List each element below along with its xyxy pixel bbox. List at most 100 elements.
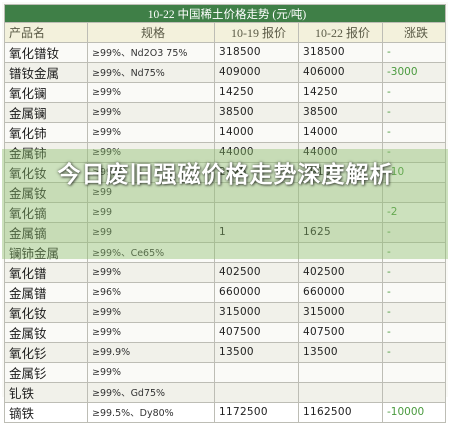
table-row: 钆铁 ≥99%、Gd75% (4, 381, 446, 403)
change-cell: - (382, 301, 446, 323)
price-1019-cell: 14250 (214, 81, 299, 103)
table-row: 金属钐 ≥99% (4, 361, 446, 383)
price-1022-cell: 14000 (298, 121, 383, 143)
product-name-cell: 氧化钐 (4, 341, 88, 363)
header-product: 产品名 (4, 22, 88, 43)
product-name-cell: 氧化钕 (4, 301, 88, 323)
table-header-row: 产品名 规格 10-19 报价 10-22 报价 涨跌 (4, 22, 446, 43)
spec-cell: ≥99% (87, 121, 215, 143)
price-1019-cell (214, 361, 299, 383)
price-1022-cell (298, 181, 383, 203)
spec-cell: ≥99% (87, 361, 215, 383)
product-name-cell: 氧化镨钕 (4, 41, 88, 63)
table-row: 镨钕金属 ≥99%、Nd75% 409000 406000 -3000 (4, 61, 446, 83)
product-name-cell: 镨钕金属 (4, 61, 88, 83)
price-1022-cell: 660000 (298, 281, 383, 303)
change-cell (382, 361, 446, 383)
table-row: 氧化镝 ≥99 -2 (4, 201, 446, 223)
price-1022-cell: 38500 (298, 101, 383, 123)
price-1019-cell: 660000 (214, 281, 299, 303)
header-price-1022: 10-22 报价 (298, 22, 383, 43)
table-body: 氧化镨钕 ≥99%、Nd2O3 75% 318500 318500- 镨钕金属 ≥99%、… (4, 41, 446, 423)
price-1019-cell (214, 381, 299, 403)
spec-cell: ≥99%、Gd75% (87, 381, 215, 403)
price-1019-cell: 44000 (214, 141, 299, 163)
spec-cell: ≥99 (87, 221, 215, 243)
change-cell: - (382, 121, 446, 143)
price-1019-cell: 13500 (214, 341, 299, 363)
product-name-cell: 金属铈 (4, 141, 88, 163)
header-change: 涨跌 (382, 22, 446, 43)
product-name-cell: 金属镧 (4, 101, 88, 123)
change-cell: -3000 (382, 61, 446, 83)
table-row: 氧化镨钕 ≥99%、Nd2O3 75% 318500 318500- (4, 41, 446, 63)
header-price-1019: 10-19 报价 (214, 22, 299, 43)
price-1022-cell (298, 361, 383, 383)
price-1022-cell: 1162500 (298, 401, 383, 423)
change-cell: - (382, 341, 446, 363)
product-name-cell: 金属钐 (4, 361, 88, 383)
change-cell: - (382, 321, 446, 343)
change-cell (382, 181, 446, 203)
product-name-cell: 氧化镧 (4, 81, 88, 103)
product-name-cell: 金属钕 (4, 181, 88, 203)
price-1019-cell: 407500 (214, 321, 299, 343)
change-cell: - (382, 41, 446, 63)
change-cell: - (382, 101, 446, 123)
product-name-cell: 镧铈金属 (4, 241, 88, 263)
headline-text: 今日废旧强磁价格走势深度解析 (57, 162, 394, 188)
header-spec: 规格 (87, 22, 215, 43)
table-row: 金属镧 ≥99% 38500 38500- (4, 101, 446, 123)
product-name-cell: 氧化铈 (4, 121, 88, 143)
price-1022-cell: 44000 (298, 141, 383, 163)
spec-cell: ≥99% (87, 101, 215, 123)
spec-cell: ≥99.9% (87, 341, 215, 363)
headline-overlay-band (2, 149, 448, 259)
price-1019-cell: 2925 (214, 161, 299, 183)
price-1022-cell: 402500 (298, 261, 383, 283)
change-cell (382, 381, 446, 403)
spec-cell: ≥99.5%、Dy80% (87, 401, 215, 423)
table-row: 镧铈金属 ≥99%、Ce65% - (4, 241, 446, 263)
table-row: 氧化钕 ≥99% 315000 315000- (4, 301, 446, 323)
table-row: 氧化钐 ≥99.9% 13500 13500- (4, 341, 446, 363)
table-row: 氧化镨 ≥99% 402500 402500- (4, 261, 446, 283)
table-title-row: 10-22 中国稀土价格走势 (元/吨) (4, 4, 446, 23)
table-row: 镝铁 ≥99.5%、Dy80% 1172500 1162500 -10000 (4, 401, 446, 423)
change-cell: - (382, 81, 446, 103)
price-1019-cell: 315000 (214, 301, 299, 323)
price-1019-cell: 318500 (214, 41, 299, 63)
price-1022-cell (298, 381, 383, 403)
product-name-cell: 氧化镨 (4, 261, 88, 283)
product-name-cell: 金属钕 (4, 321, 88, 343)
product-name-cell: 氧化镝 (4, 201, 88, 223)
price-1019-cell: 402500 (214, 261, 299, 283)
table-row: 氧化铈 ≥99% 14000 14000- (4, 121, 446, 143)
price-1019-cell: 409000 (214, 61, 299, 83)
price-1022-cell: 318500 (298, 41, 383, 63)
product-name-cell: 镝铁 (4, 401, 88, 423)
price-1022-cell: 315000 (298, 301, 383, 323)
price-1022-cell: 14250 (298, 81, 383, 103)
spec-cell: ≥99% (87, 81, 215, 103)
change-cell: - (382, 141, 446, 163)
spec-cell: ≥99% (87, 261, 215, 283)
spec-cell: ≥99%、Nd2O3 75% (87, 41, 215, 63)
price-1019-cell: 38500 (214, 101, 299, 123)
rare-earth-price-table: 10-22 中国稀土价格走势 (元/吨) 产品名 规格 10-19 报价 10-… (4, 4, 446, 423)
change-cell: - (382, 221, 446, 243)
spec-cell: ≥99%、Nd75% (87, 61, 215, 83)
change-cell: - (382, 281, 446, 303)
change-cell: - (382, 261, 446, 283)
table-row: 氧化镧 ≥99% 14250 14250- (4, 81, 446, 103)
table-row: 金属铈 ≥99% 44000 44000- (4, 141, 446, 163)
change-cell: -10000 (382, 401, 446, 423)
price-1019-cell: 1172500 (214, 401, 299, 423)
price-1019-cell: 14000 (214, 121, 299, 143)
price-1022-cell: 406000 (298, 61, 383, 83)
product-name-cell: 钆铁 (4, 381, 88, 403)
product-name-cell: 金属镨 (4, 281, 88, 303)
price-1022-cell: 1625 (298, 221, 383, 243)
table-row: 金属钕 ≥99% 407500 407500- (4, 321, 446, 343)
price-1022-cell: 407500 (298, 321, 383, 343)
